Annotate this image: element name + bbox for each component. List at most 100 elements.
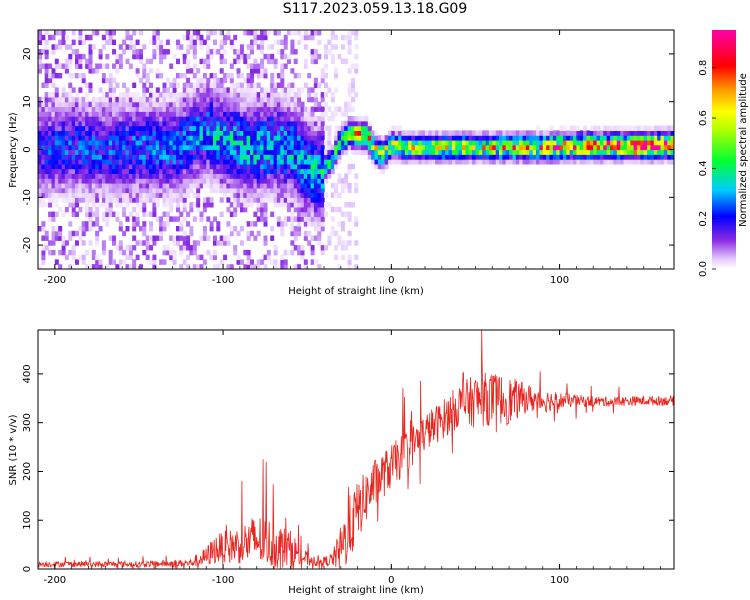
heatmap-cell: [283, 101, 288, 108]
heatmap-cell: [337, 130, 342, 136]
heatmap-cell: [142, 130, 147, 136]
heatmap-cell: [61, 159, 66, 165]
heatmap-cell: [122, 159, 127, 165]
heatmap-cell: [287, 168, 291, 174]
heatmap-cell: [108, 106, 113, 112]
heatmap-cell: [451, 139, 456, 146]
heatmap-cell: [276, 49, 281, 55]
heatmap-cell: [320, 226, 325, 232]
heatmap-cell: [179, 163, 184, 170]
heatmap-cell: [468, 139, 473, 146]
heatmap-cell: [48, 73, 53, 79]
heatmap-cell: [125, 168, 130, 174]
heatmap-cell: [61, 192, 66, 198]
heatmap-cell: [38, 183, 42, 189]
heatmap-cell: [98, 116, 103, 122]
heatmap-cell: [563, 139, 567, 146]
heatmap-cell: [159, 58, 164, 65]
heatmap-cell: [313, 30, 318, 36]
heatmap-cell: [223, 178, 228, 184]
heatmap-cell: [142, 135, 147, 141]
heatmap-cell: [233, 130, 238, 136]
heatmap-cell: [88, 168, 93, 174]
heatmap-cell: [186, 192, 191, 198]
heatmap-cell: [431, 130, 436, 136]
heatmap-cell: [458, 139, 463, 146]
heatmap-cell: [239, 106, 244, 112]
heatmap-cell: [317, 216, 322, 222]
heatmap-cell: [643, 154, 648, 160]
heatmap-cell: [192, 154, 197, 160]
heatmap-cell: [253, 87, 258, 93]
heatmap-cell: [660, 125, 665, 131]
heatmap-cell: [145, 183, 150, 189]
heatmap-cell: [250, 116, 254, 122]
heatmap-cell: [347, 163, 352, 170]
heatmap-cell: [388, 130, 392, 136]
heatmap-cell: [256, 120, 261, 127]
heatmap-cell: [404, 149, 409, 155]
heatmap-cell: [169, 202, 174, 208]
heatmap-cell: [182, 58, 187, 65]
heatmap-cell: [290, 154, 295, 160]
heatmap-cell: [38, 178, 42, 184]
heatmap-cell: [515, 144, 520, 151]
heatmap-cell: [337, 159, 342, 165]
heatmap-cell: [186, 264, 191, 269]
heatmap-cell: [128, 192, 133, 198]
heatmap-cell: [189, 168, 194, 174]
heatmap-cell: [236, 135, 241, 141]
heatmap-cell: [593, 139, 598, 146]
heatmap-cell: [317, 53, 322, 60]
heatmap-cell: [78, 187, 83, 194]
heatmap-cell: [229, 202, 234, 208]
heatmap-cell: [260, 49, 265, 55]
heatmap-cell: [95, 211, 100, 217]
heatmap-cell: [125, 30, 130, 36]
heatmap-cell: [276, 187, 281, 194]
heatmap-cell: [371, 154, 376, 160]
heatmap-cell: [176, 106, 180, 112]
heatmap-cell: [71, 73, 76, 79]
heatmap-cell: [566, 154, 571, 160]
heatmap-cell: [91, 264, 96, 269]
heatmap-cell: [78, 163, 83, 170]
heatmap-cell: [394, 144, 399, 151]
heatmap-cell: [125, 135, 130, 141]
heatmap-cell: [320, 120, 325, 127]
heatmap-cell: [202, 73, 207, 79]
heatmap-cell: [266, 125, 271, 131]
heatmap-cell: [142, 230, 147, 237]
heatmap-cell: [620, 130, 625, 136]
heatmap-cell: [270, 211, 275, 217]
heatmap-cell: [226, 125, 231, 131]
heatmap-cell: [280, 77, 285, 84]
heatmap-cell: [199, 120, 204, 127]
heatmap-cell: [98, 154, 103, 160]
heatmap-cell: [536, 130, 540, 136]
heatmap-cell: [293, 216, 298, 222]
heatmap-cell: [226, 154, 231, 160]
heatmap-cell: [196, 96, 201, 103]
heatmap-cell: [61, 235, 66, 241]
heatmap-cell: [428, 135, 433, 141]
heatmap-cell: [179, 221, 184, 227]
heatmap-cell: [239, 73, 244, 79]
heatmap-cell: [546, 149, 551, 155]
heatmap-cell: [663, 154, 668, 160]
heatmap-cell: [95, 125, 100, 131]
heatmap-cell: [320, 144, 325, 151]
heatmap-cell: [313, 226, 318, 232]
heatmap-cell: [236, 154, 241, 160]
heatmap-cell: [229, 96, 234, 103]
heatmap-cell: [108, 92, 113, 98]
heatmap-cell: [253, 264, 258, 269]
heatmap-cell: [213, 73, 217, 79]
heatmap-cell: [48, 130, 53, 136]
heatmap-cell: [603, 144, 608, 151]
heatmap-cell: [515, 130, 520, 136]
heatmap-cell: [408, 159, 413, 165]
heatmap-cell: [125, 44, 130, 50]
heatmap-cell: [445, 144, 450, 151]
heatmap-cell: [600, 159, 604, 165]
